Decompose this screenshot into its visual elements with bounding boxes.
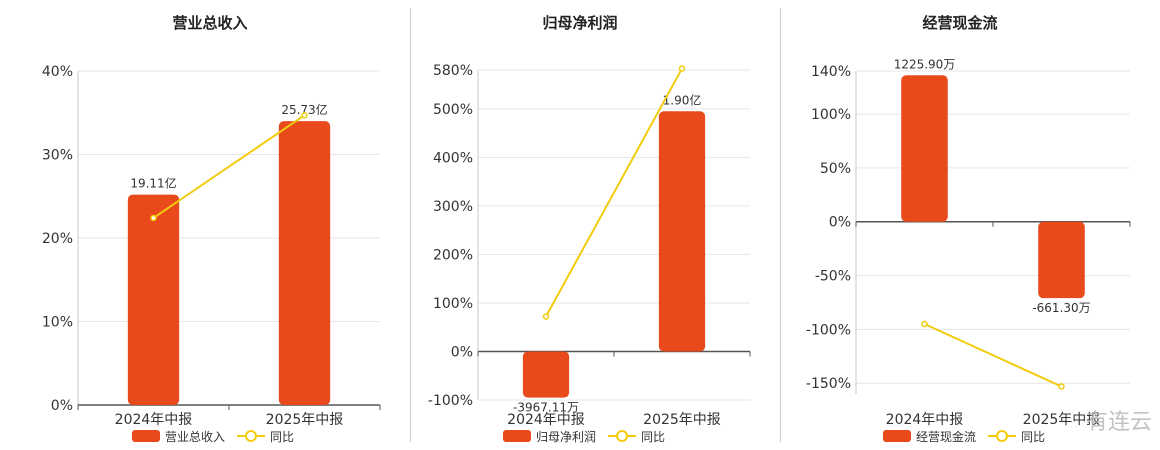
bar xyxy=(278,121,331,405)
divider xyxy=(780,8,781,442)
y-tick-label: 140% xyxy=(811,64,851,80)
bar xyxy=(522,351,570,398)
data-label: 1.90亿 xyxy=(663,92,702,107)
x-tick-label: 2025年中报 xyxy=(643,412,721,428)
data-label: 1225.90万 xyxy=(894,57,956,71)
y-tick-label: 100% xyxy=(811,107,851,123)
bar xyxy=(127,194,180,405)
x-tick-label: 2024年中报 xyxy=(886,412,964,428)
y-tick-label: -50% xyxy=(815,269,851,285)
y-tick-label: -150% xyxy=(806,376,851,392)
legend-label: 同比 xyxy=(641,430,665,444)
legend-swatch-bar xyxy=(132,430,160,442)
y-tick-label: 400% xyxy=(433,150,473,166)
y-tick-label: -100% xyxy=(428,393,473,409)
x-tick-label: 2024年中报 xyxy=(115,412,193,428)
series-line xyxy=(924,323,1062,388)
legend-label: 归母净利润 xyxy=(536,430,596,444)
line-point xyxy=(301,112,308,119)
y-tick-label: -100% xyxy=(806,322,851,338)
legend-swatch-marker xyxy=(245,430,257,442)
data-label: -3967.11万 xyxy=(513,401,579,415)
y-tick-label: 20% xyxy=(42,231,73,247)
y-tick-label: 40% xyxy=(42,64,73,80)
bar xyxy=(1038,221,1085,299)
data-label: -661.30万 xyxy=(1032,301,1090,315)
divider xyxy=(410,8,411,442)
legend-label: 同比 xyxy=(270,430,294,444)
legend-label: 同比 xyxy=(1021,430,1045,444)
line-point xyxy=(1058,383,1065,390)
legend-label: 经营现金流 xyxy=(916,429,976,444)
bar xyxy=(901,75,948,222)
y-tick-label: 50% xyxy=(820,161,851,177)
x-tick-label: 2025年中报 xyxy=(1023,412,1101,428)
legend-swatch-bar xyxy=(503,430,531,442)
legend-swatch-bar xyxy=(883,430,911,442)
y-tick-label: 580% xyxy=(433,63,473,79)
line-point xyxy=(678,65,686,72)
data-label: 25.73亿 xyxy=(281,102,327,117)
watermark: 有连云 xyxy=(1085,410,1152,435)
chart-title: 归母净利润 xyxy=(542,14,617,32)
legend-label: 营业总收入 xyxy=(165,430,225,444)
y-tick-label: 100% xyxy=(433,296,473,312)
chart-title: 经营现金流 xyxy=(922,14,997,32)
data-label: 19.11亿 xyxy=(130,176,176,191)
y-tick-label: 0% xyxy=(51,398,73,414)
line-point xyxy=(542,313,550,320)
y-tick-label: 500% xyxy=(433,102,473,118)
x-tick-label: 2025年中报 xyxy=(266,412,344,428)
chart-title: 营业总收入 xyxy=(172,14,247,32)
y-tick-label: 30% xyxy=(42,148,73,164)
bar xyxy=(658,111,706,352)
series-line xyxy=(545,68,683,318)
y-tick-label: 200% xyxy=(433,247,473,263)
series-line xyxy=(152,114,306,219)
legend-swatch-marker xyxy=(616,430,628,442)
y-tick-label: 300% xyxy=(433,199,473,215)
line-point xyxy=(150,214,157,222)
y-tick-label: 10% xyxy=(42,315,73,331)
line-point xyxy=(921,320,928,328)
y-tick-label: 0% xyxy=(829,215,851,231)
legend-swatch-marker xyxy=(996,430,1008,442)
x-tick-label: 2024年中报 xyxy=(507,412,585,428)
y-tick-label: 0% xyxy=(451,344,473,360)
